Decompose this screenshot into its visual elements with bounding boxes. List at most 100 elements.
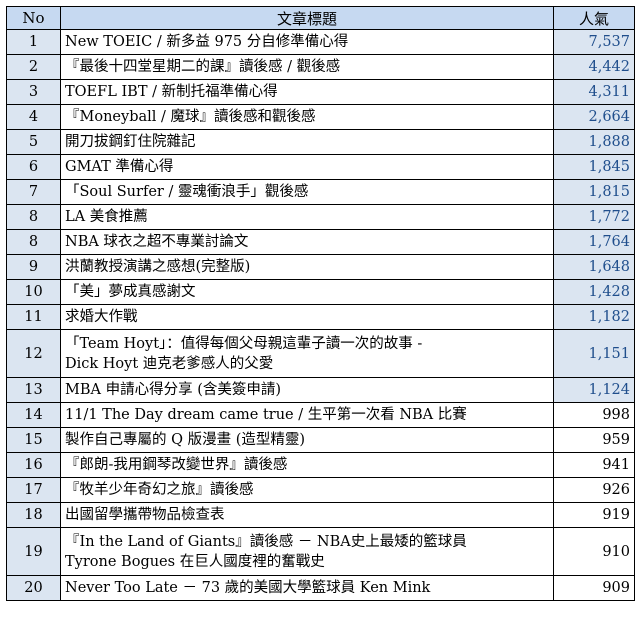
- view-count-cell: 1,888: [553, 129, 635, 155]
- view-count-cell: 4,311: [553, 79, 635, 105]
- article-title-cell: NBA 球衣之超不專業討論文: [60, 229, 554, 255]
- table-row: 16 『郎朗-我用鋼琴改變世界』讀後感 941: [6, 452, 635, 478]
- table-row: 15 製作自己專屬的 Q 版漫畫 (造型精靈) 959: [6, 427, 635, 453]
- table-row: 4 『Moneyball / 魔球』讀後感和觀後感 2,664: [6, 104, 635, 130]
- table-row: 12 「Team Hoyt」：值得每個父母親這輩子讀一次的故事 - Dick Hoy…: [6, 329, 635, 378]
- view-count-cell: 1,182: [553, 304, 635, 330]
- article-title-cell: 製作自己專屬的 Q 版漫畫 (造型精靈): [60, 427, 554, 453]
- view-count-cell: 998: [553, 402, 635, 428]
- article-title-line: 求婚大作戰: [65, 309, 138, 325]
- article-title-cell: 洪蘭教授演講之感想(完整版): [60, 254, 554, 280]
- rank-cell: 20: [6, 575, 61, 601]
- article-title-line: 『In the Land of Giants』讀後感 － NBA史上最矮的籃球員: [65, 533, 467, 550]
- rank-cell: 2: [6, 54, 61, 80]
- article-title-line: NBA 球衣之超不專業討論文: [65, 234, 249, 250]
- view-count-cell: 1,772: [553, 204, 635, 230]
- table-row: 8 LA 美食推薦 1,772: [6, 204, 635, 230]
- rank-cell: 4: [6, 104, 61, 130]
- view-count-cell: 1,648: [553, 254, 635, 280]
- rank-cell: 8: [6, 229, 61, 255]
- article-title-line: 『郎朗-我用鋼琴改變世界』讀後感: [65, 457, 288, 473]
- popular-articles-table: No 文章標題 人氣 1 New TOEIC / 新多益 975 分自修準備心得 7…: [6, 6, 635, 601]
- view-count-cell: 910: [553, 527, 635, 576]
- article-title-line: 『最後十四堂星期二的課』讀後感 / 觀後感: [65, 59, 341, 75]
- article-title-cell: Never Too Late － 73 歲的美國大學籃球員 Ken Mink: [60, 575, 554, 601]
- table-row: 10 「美」夢成真感謝文 1,428: [6, 279, 635, 305]
- rank-cell: 8: [6, 204, 61, 230]
- table-row: 5 開刀拔鋼釘住院雜記 1,888: [6, 129, 635, 155]
- table-row: 7 「Soul Surfer / 靈魂衝浪手」觀後感 1,815: [6, 179, 635, 205]
- table-body: 1 New TOEIC / 新多益 975 分自修準備心得 7,537 2 『最後十四堂…: [6, 29, 635, 601]
- rank-cell: 12: [6, 329, 61, 378]
- article-title-cell: 「Soul Surfer / 靈魂衝浪手」觀後感: [60, 179, 554, 205]
- rank-cell: 5: [6, 129, 61, 155]
- view-count-cell: 919: [553, 502, 635, 528]
- view-count-cell: 4,442: [553, 54, 635, 80]
- article-title-line: 「Team Hoyt」：值得每個父母親這輩子讀一次的故事 -: [65, 335, 423, 352]
- article-title-cell: 『In the Land of Giants』讀後感 － NBA史上最矮的籃球員…: [60, 527, 554, 576]
- table-row: 20 Never Too Late － 73 歲的美國大學籃球員 Ken Mink…: [6, 575, 635, 601]
- article-title-cell: 『牧羊少年奇幻之旅』讀後感: [60, 477, 554, 503]
- header-row: No 文章標題 人氣: [6, 6, 635, 30]
- article-title-cell: 11/1 The Day dream came true / 生平第一次看 NB…: [60, 402, 554, 428]
- rank-cell: 13: [6, 377, 61, 403]
- article-title-line: 出國留學攜帶物品檢查表: [65, 507, 225, 523]
- article-title-cell: 求婚大作戰: [60, 304, 554, 330]
- rank-cell: 14: [6, 402, 61, 428]
- rank-cell: 9: [6, 254, 61, 280]
- rank-cell: 1: [6, 29, 61, 55]
- article-title-line: Never Too Late － 73 歲的美國大學籃球員 Ken Mink: [65, 580, 431, 596]
- article-title-line: 開刀拔鋼釘住院雜記: [65, 134, 196, 150]
- view-count-cell: 941: [553, 452, 635, 478]
- view-count-cell: 1,428: [553, 279, 635, 305]
- article-title-cell: GMAT 準備心得: [60, 154, 554, 180]
- table-row: 9 洪蘭教授演講之感想(完整版) 1,648: [6, 254, 635, 280]
- article-title-cell: 「Team Hoyt」：值得每個父母親這輩子讀一次的故事 - Dick Hoyt …: [60, 329, 554, 378]
- rank-cell: 7: [6, 179, 61, 205]
- table-row: 17 『牧羊少年奇幻之旅』讀後感 926: [6, 477, 635, 503]
- article-title-line: 「美」夢成真感謝文: [65, 284, 196, 300]
- rank-cell: 11: [6, 304, 61, 330]
- article-title-cell: 出國留學攜帶物品檢查表: [60, 502, 554, 528]
- rank-cell: 10: [6, 279, 61, 305]
- article-title-line: GMAT 準備心得: [65, 159, 174, 175]
- view-count-cell: 926: [553, 477, 635, 503]
- rank-cell: 17: [6, 477, 61, 503]
- view-count-cell: 2,664: [553, 104, 635, 130]
- view-count-cell: 1,124: [553, 377, 635, 403]
- table-row: 3 TOEFL IBT / 新制托福準備心得 4,311: [6, 79, 635, 105]
- table-row: 14 11/1 The Day dream came true / 生平第一次看 …: [6, 402, 635, 428]
- table-row: 19 『In the Land of Giants』讀後感 － NBA史上最矮的籃…: [6, 527, 635, 576]
- article-title-line: 『牧羊少年奇幻之旅』讀後感: [65, 482, 254, 498]
- rank-cell: 3: [6, 79, 61, 105]
- article-title-line: LA 美食推薦: [65, 209, 148, 225]
- article-title-cell: 開刀拔鋼釘住院雜記: [60, 129, 554, 155]
- article-title-line: TOEFL IBT / 新制托福準備心得: [65, 84, 278, 100]
- header-no: No: [6, 6, 61, 30]
- article-title-line: Dick Hoyt 迪克老爹感人的父愛: [65, 355, 274, 372]
- article-title-line: 洪蘭教授演講之感想(完整版): [65, 259, 251, 275]
- table-row: 13 MBA 申請心得分享 (含美簽申請) 1,124: [6, 377, 635, 403]
- view-count-cell: 959: [553, 427, 635, 453]
- article-title-line: 製作自己專屬的 Q 版漫畫 (造型精靈): [65, 432, 306, 448]
- article-title-cell: 『郎朗-我用鋼琴改變世界』讀後感: [60, 452, 554, 478]
- table-row: 18 出國留學攜帶物品檢查表 919: [6, 502, 635, 528]
- rank-cell: 16: [6, 452, 61, 478]
- table-row: 8 NBA 球衣之超不專業討論文 1,764: [6, 229, 635, 255]
- table-row: 2 『最後十四堂星期二的課』讀後感 / 觀後感 4,442: [6, 54, 635, 80]
- article-title-line: MBA 申請心得分享 (含美簽申請): [65, 382, 282, 398]
- view-count-cell: 1,845: [553, 154, 635, 180]
- table-row: 6 GMAT 準備心得 1,845: [6, 154, 635, 180]
- article-title-cell: 『最後十四堂星期二的課』讀後感 / 觀後感: [60, 54, 554, 80]
- view-count-cell: 1,151: [553, 329, 635, 378]
- article-title-line: 『Moneyball / 魔球』讀後感和觀後感: [65, 109, 316, 125]
- article-title-cell: 『Moneyball / 魔球』讀後感和觀後感: [60, 104, 554, 130]
- view-count-cell: 909: [553, 575, 635, 601]
- table-row: 1 New TOEIC / 新多益 975 分自修準備心得 7,537: [6, 29, 635, 55]
- article-title-cell: TOEFL IBT / 新制托福準備心得: [60, 79, 554, 105]
- article-title-cell: MBA 申請心得分享 (含美簽申請): [60, 377, 554, 403]
- rank-cell: 6: [6, 154, 61, 180]
- view-count-cell: 7,537: [553, 29, 635, 55]
- article-title-line: 「Soul Surfer / 靈魂衝浪手」觀後感: [65, 184, 309, 200]
- header-title: 文章標題: [60, 6, 554, 30]
